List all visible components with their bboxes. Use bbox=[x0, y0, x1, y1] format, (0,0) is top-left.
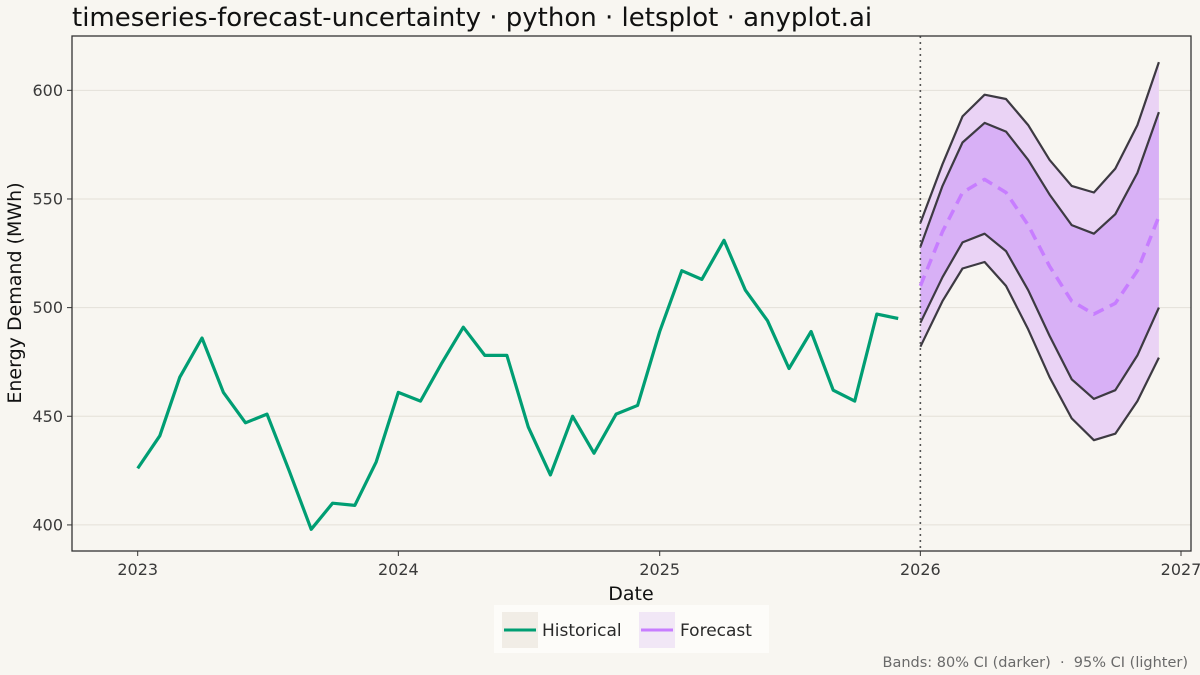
x-tick-label: 2026 bbox=[900, 560, 941, 579]
y-axis-ticks: 400 450 500 550 600 bbox=[32, 81, 72, 534]
legend-label-historical: Historical bbox=[542, 621, 622, 641]
band-80 bbox=[920, 112, 1159, 399]
x-tick-label: 2024 bbox=[378, 560, 419, 579]
x-tick-label: 2025 bbox=[639, 560, 680, 579]
y-tick-label: 550 bbox=[32, 189, 63, 208]
chart-title: timeseries-forecast-uncertainty · python… bbox=[72, 3, 872, 33]
x-axis-ticks: 2023 2024 2025 2026 2027 bbox=[117, 551, 1200, 579]
band-80-lower-edge bbox=[919, 232, 1160, 400]
x-axis-title: Date bbox=[608, 583, 653, 605]
band-95-lower-edge bbox=[919, 260, 1160, 442]
historical-line bbox=[136, 238, 899, 531]
legend-label-forecast: Forecast bbox=[680, 621, 752, 641]
forecast-line bbox=[918, 177, 1161, 316]
y-tick-label: 500 bbox=[32, 298, 63, 317]
x-tick-label: 2023 bbox=[117, 560, 158, 579]
y-tick-label: 600 bbox=[32, 81, 63, 100]
ci-bands bbox=[919, 61, 1160, 442]
band-80-upper-edge bbox=[919, 111, 1160, 248]
legend-box bbox=[494, 605, 769, 653]
y-axis-title: Energy Demand (MWh) bbox=[4, 182, 26, 403]
legend: Historical Forecast bbox=[494, 605, 769, 653]
band-95-upper-edge bbox=[919, 61, 1160, 224]
caption: Bands: 80% CI (darker) · 95% CI (lighter… bbox=[883, 655, 1188, 671]
y-tick-label: 450 bbox=[32, 407, 63, 426]
y-tick-label: 400 bbox=[32, 515, 63, 534]
plot-frame bbox=[71, 35, 1192, 552]
series-lines bbox=[136, 36, 1161, 551]
x-tick-label: 2027 bbox=[1161, 560, 1200, 579]
